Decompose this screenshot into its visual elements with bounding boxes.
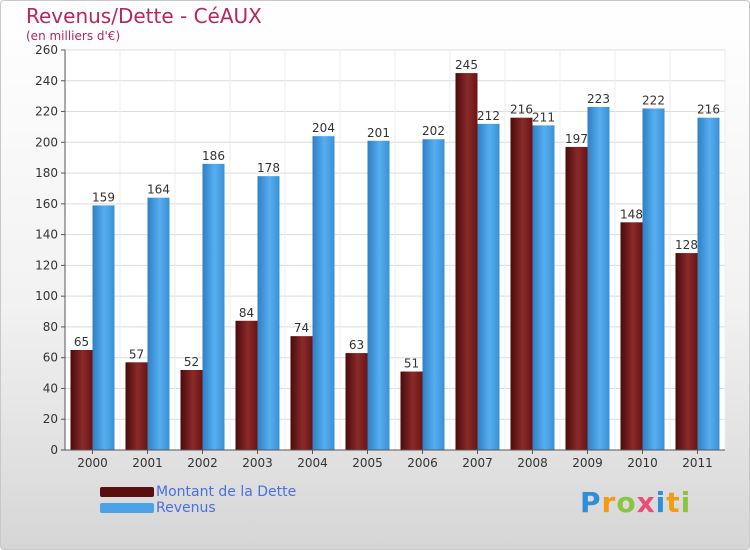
legend-label-revenue: Revenus	[156, 500, 216, 516]
data-label-debt: 74	[294, 321, 309, 335]
bar-revenue	[587, 106, 610, 450]
legend-swatch-debt	[100, 487, 154, 497]
data-label-revenue: 164	[147, 183, 170, 197]
data-label-revenue: 201	[367, 126, 390, 140]
bar-debt	[235, 320, 258, 450]
data-label-debt: 197	[565, 132, 588, 146]
logo-letter: x	[636, 486, 656, 519]
x-tick-label: 2000	[77, 456, 108, 470]
legend-item-revenue: Revenus	[100, 500, 296, 516]
bar-debt	[620, 222, 643, 450]
data-label-revenue: 211	[532, 110, 555, 124]
bar-revenue	[697, 117, 720, 450]
data-label-revenue: 223	[587, 92, 610, 106]
data-label-revenue: 212	[477, 109, 500, 123]
chart-subtitle: (en milliers d'€)	[26, 29, 121, 43]
x-tick-label: 2003	[242, 456, 273, 470]
y-tick-label: 260	[35, 43, 58, 57]
data-label-debt: 57	[129, 347, 144, 361]
bar-revenue	[532, 125, 555, 450]
y-tick-label: 240	[35, 74, 58, 88]
x-tick-label: 2011	[682, 456, 713, 470]
logo-letter: t	[666, 486, 681, 519]
data-label-debt: 63	[349, 338, 364, 352]
legend-label-debt: Montant de la Dette	[156, 484, 297, 500]
bar-revenue	[477, 123, 500, 450]
x-tick-label: 2010	[627, 456, 658, 470]
bar-revenue	[312, 136, 335, 450]
data-label-revenue: 202	[422, 124, 445, 138]
bar-revenue	[422, 139, 445, 450]
y-tick-label: 180	[35, 166, 58, 180]
x-tick-label: 2001	[132, 456, 163, 470]
bar-debt	[180, 370, 203, 450]
x-tick-label: 2009	[572, 456, 603, 470]
legend-swatch-revenue	[100, 503, 154, 513]
bar-revenue	[257, 176, 280, 450]
y-tick-label: 20	[43, 412, 58, 426]
bar-revenue	[202, 163, 225, 450]
data-label-revenue: 216	[697, 103, 720, 117]
data-label-revenue: 159	[92, 190, 115, 204]
y-tick-label: 140	[35, 228, 58, 242]
logo-letter: i	[655, 486, 667, 519]
y-tick-label: 0	[50, 443, 58, 457]
proxiti-logo: Proxiti	[580, 486, 691, 519]
data-label-debt: 148	[620, 207, 643, 221]
data-label-revenue: 186	[202, 149, 225, 163]
data-label-revenue: 204	[312, 121, 335, 135]
x-tick-label: 2007	[462, 456, 493, 470]
chart-title: Revenus/Dette - CéAUX	[26, 4, 262, 28]
y-tick-label: 100	[35, 289, 58, 303]
logo-letter: P	[580, 486, 602, 519]
y-tick-label: 120	[35, 258, 58, 272]
bar-debt	[345, 353, 368, 450]
bar-revenue	[147, 197, 170, 450]
bar-revenue	[642, 108, 665, 450]
x-tick-label: 2005	[352, 456, 383, 470]
y-tick-label: 200	[35, 135, 58, 149]
y-tick-label: 80	[43, 320, 58, 334]
bar-debt	[565, 146, 588, 450]
y-tick-label: 60	[43, 351, 58, 365]
data-label-debt: 84	[239, 306, 254, 320]
x-tick-label: 2004	[297, 456, 328, 470]
x-tick-label: 2006	[407, 456, 438, 470]
data-label-revenue: 222	[642, 93, 665, 107]
logo-letter: o	[616, 486, 637, 519]
bar-debt	[400, 371, 423, 450]
bar-debt	[675, 253, 698, 450]
x-tick-label: 2002	[187, 456, 218, 470]
logo-letter: i	[680, 486, 692, 519]
logo-letter: r	[601, 486, 617, 519]
data-label-revenue: 178	[257, 161, 280, 175]
y-tick-label: 220	[35, 105, 58, 119]
y-tick-label: 160	[35, 197, 58, 211]
bar-debt	[290, 336, 313, 450]
data-label-debt: 128	[675, 238, 698, 252]
bar-debt	[70, 350, 93, 450]
bar-debt	[510, 117, 533, 450]
x-tick-label: 2008	[517, 456, 548, 470]
data-label-debt: 65	[74, 335, 89, 349]
data-label-debt: 245	[455, 58, 478, 72]
legend-item-debt: Montant de la Dette	[100, 484, 296, 500]
data-label-debt: 51	[404, 357, 419, 371]
y-tick-label: 40	[43, 381, 58, 395]
legend: Montant de la Dette Revenus	[100, 484, 296, 516]
data-label-debt: 52	[184, 355, 199, 369]
bar-revenue	[92, 205, 115, 450]
bar-revenue	[367, 140, 390, 450]
data-label-debt: 216	[510, 103, 533, 117]
bar-debt	[125, 362, 148, 450]
bar-debt	[455, 73, 478, 451]
